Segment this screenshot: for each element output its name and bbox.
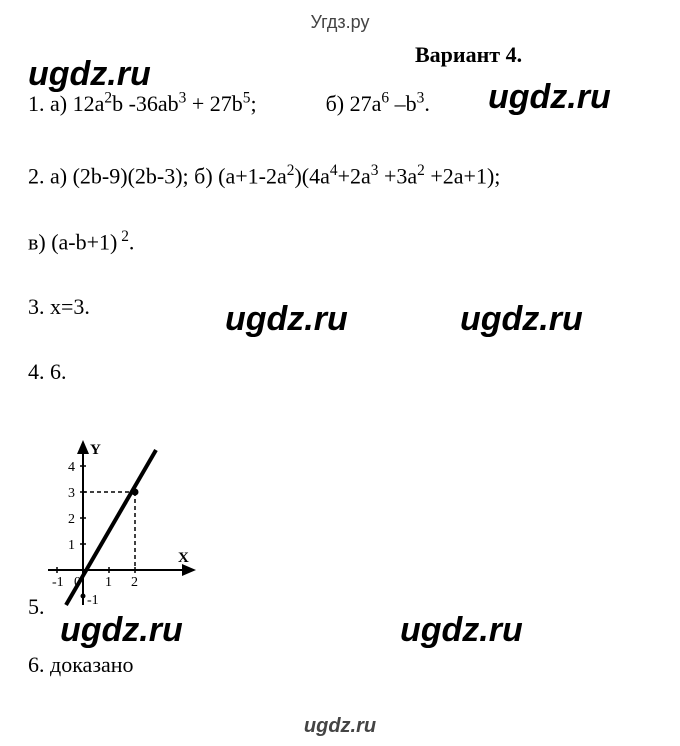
watermark-2: ugdz.ru	[488, 78, 611, 117]
page-header: Угдз.ру	[0, 0, 680, 33]
svg-text:1: 1	[68, 538, 75, 553]
svg-text:Y: Y	[90, 442, 101, 458]
svg-text:2: 2	[68, 512, 75, 527]
content-block: 1. а) 12a2b -36ab3 + 27b5; б) 27a6 –b3. …	[28, 88, 500, 406]
variant-title: Вариант 4.	[415, 42, 522, 68]
q4-text: 4. 6.	[28, 357, 500, 388]
svg-text:X: X	[178, 550, 189, 566]
graph-container: X Y -1 0 1 2 1 2 3 4 -1	[38, 440, 198, 620]
watermark-6: ugdz.ru	[400, 611, 523, 650]
q2v-text: в) (a-b+1) 2.	[28, 226, 500, 258]
svg-text:2: 2	[131, 575, 138, 590]
svg-text:3: 3	[68, 486, 75, 501]
q1-line: 1. а) 12a2b -36ab3 + 27b5; б) 27a6 –b3.	[28, 88, 500, 120]
q1b-text: б) 27a6 –b3.	[326, 91, 430, 116]
q2a-text: 2. а) (2b-9)(2b-3); б) (a+1-2a2)(4a4+2a3…	[28, 160, 500, 192]
svg-text:4: 4	[68, 460, 75, 475]
svg-text:-1: -1	[52, 575, 64, 590]
q6-text: 6. доказано	[28, 652, 134, 678]
graph-svg: X Y -1 0 1 2 1 2 3 4 -1	[38, 440, 198, 615]
svg-text:-1: -1	[87, 593, 99, 608]
watermark-4: ugdz.ru	[460, 300, 583, 339]
footer-watermark: ugdz.ru	[304, 715, 376, 738]
q5-text: 5.	[28, 594, 45, 620]
watermark-3: ugdz.ru	[225, 300, 348, 339]
svg-text:1: 1	[105, 575, 112, 590]
q1a-text: 1. а) 12a2b -36ab3 + 27b5;	[28, 91, 257, 116]
watermark-5: ugdz.ru	[60, 611, 183, 650]
